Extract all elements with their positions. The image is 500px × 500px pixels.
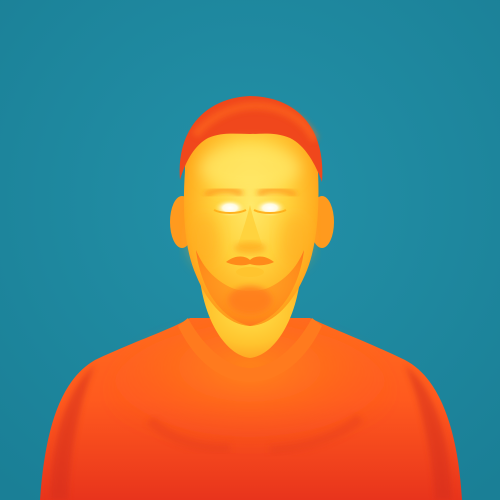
right-eye-hotspot (254, 199, 286, 217)
nose (238, 205, 262, 249)
shirt-collar (178, 318, 322, 382)
right-eyebrow (256, 187, 298, 198)
mustache (226, 256, 274, 266)
shirt (40, 318, 462, 500)
left-eyebrow (203, 187, 244, 198)
forehead-glow (200, 144, 300, 192)
beard (196, 250, 304, 326)
left-eye-hotspot (214, 199, 246, 217)
mouth (236, 267, 264, 277)
